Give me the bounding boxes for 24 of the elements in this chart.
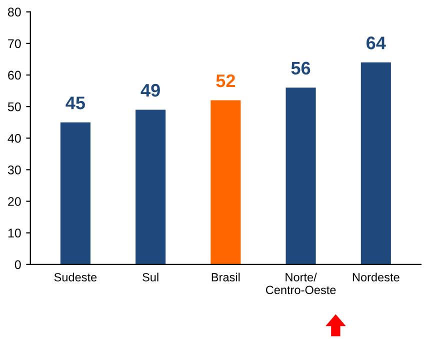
bar <box>210 100 241 264</box>
data-label: 64 <box>366 36 386 50</box>
y-tick-label: 70 <box>8 39 21 48</box>
y-tick-label: 50 <box>8 102 21 112</box>
x-tick-label: Nordeste <box>352 272 400 282</box>
x-tick-label: Sul <box>142 272 158 282</box>
y-tick-label: 80 <box>8 8 21 17</box>
y-tick-label: 0 <box>14 260 21 270</box>
x-tick-label: Norte/ Centro-Oeste <box>266 272 336 294</box>
y-tick-label: 30 <box>8 166 21 174</box>
y-tick-label: 10 <box>8 228 21 238</box>
bar <box>136 110 166 264</box>
y-tick-label: 20 <box>8 197 21 206</box>
data-label: 56 <box>291 62 310 75</box>
x-tick-label: Sudeste <box>54 272 97 282</box>
bar <box>286 88 316 264</box>
x-tick-label: Brasil <box>212 272 240 282</box>
bar <box>60 122 90 264</box>
y-tick-label: 40 <box>8 134 21 143</box>
data-label: 45 <box>66 96 85 110</box>
bar <box>360 62 391 264</box>
y-tick-label: 60 <box>8 70 21 80</box>
data-label: 52 <box>216 74 235 88</box>
data-label: 49 <box>140 84 160 97</box>
